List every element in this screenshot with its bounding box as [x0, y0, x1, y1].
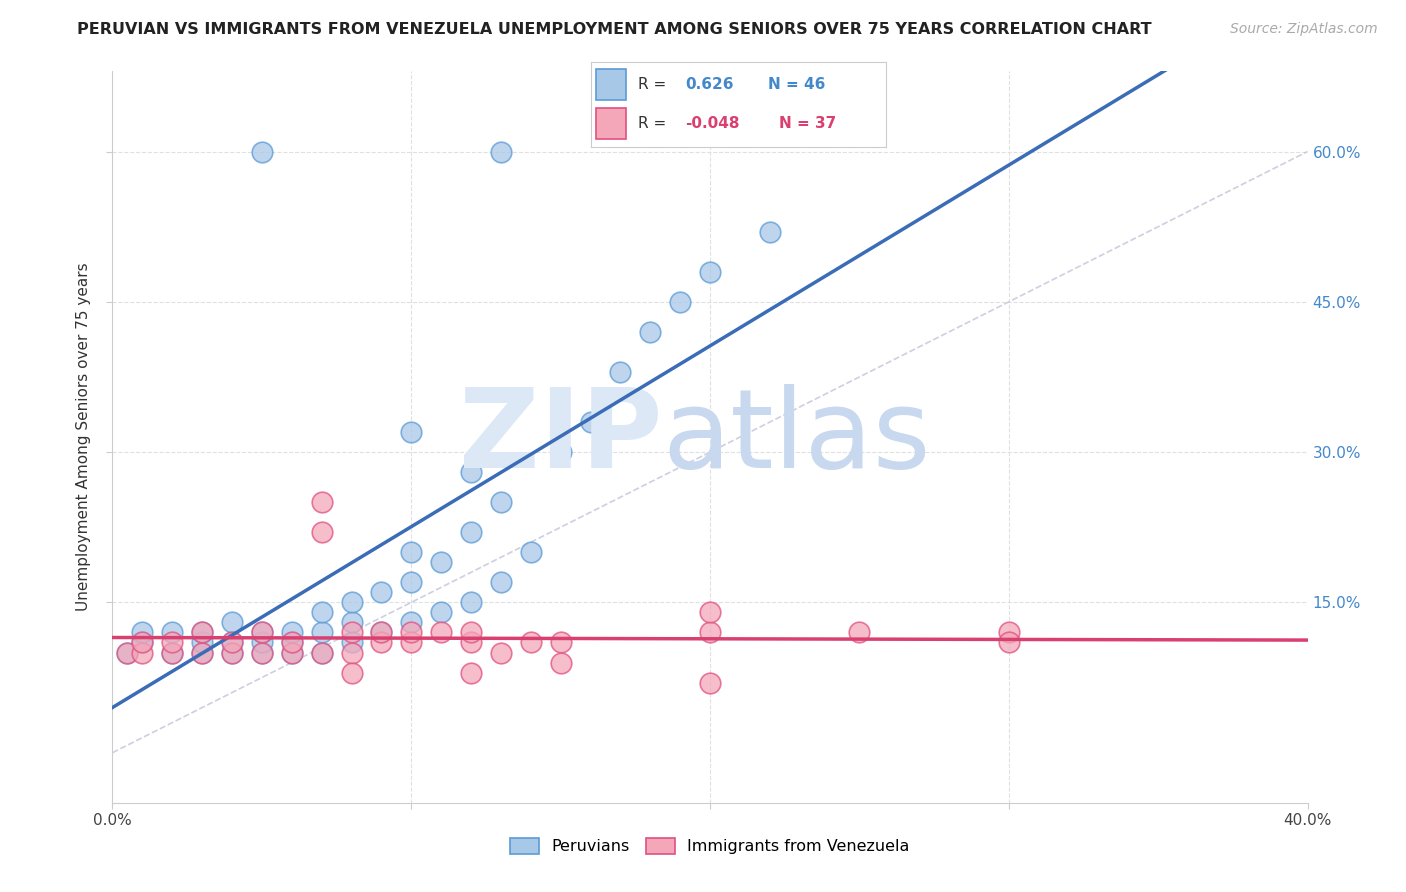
- Point: [221, 635, 243, 649]
- Point: [401, 575, 423, 590]
- Point: [460, 635, 482, 649]
- Point: [430, 555, 453, 569]
- Point: [221, 615, 243, 630]
- Point: [998, 625, 1021, 640]
- Text: atlas: atlas: [662, 384, 931, 491]
- Point: [460, 525, 482, 540]
- Text: R =: R =: [638, 77, 666, 92]
- Point: [340, 635, 363, 649]
- Point: [311, 495, 333, 509]
- Bar: [596, 108, 626, 139]
- Point: [281, 625, 304, 640]
- Point: [489, 575, 512, 590]
- Point: [430, 625, 453, 640]
- Point: [191, 646, 214, 660]
- Point: [311, 625, 333, 640]
- Point: [250, 646, 273, 660]
- Point: [340, 615, 363, 630]
- Legend: Peruvians, Immigrants from Venezuela: Peruvians, Immigrants from Venezuela: [503, 831, 917, 861]
- Point: [117, 646, 139, 660]
- Point: [401, 545, 423, 559]
- Point: [430, 606, 453, 620]
- Point: [669, 294, 692, 309]
- Point: [221, 646, 243, 660]
- Point: [281, 646, 304, 660]
- Point: [131, 635, 153, 649]
- Point: [460, 625, 482, 640]
- Point: [191, 635, 214, 649]
- Point: [489, 646, 512, 660]
- Point: [340, 625, 363, 640]
- Point: [340, 646, 363, 660]
- Point: [699, 606, 721, 620]
- Point: [221, 635, 243, 649]
- Y-axis label: Unemployment Among Seniors over 75 years: Unemployment Among Seniors over 75 years: [76, 263, 91, 611]
- Point: [699, 675, 721, 690]
- Text: R =: R =: [638, 116, 666, 131]
- Point: [460, 665, 482, 680]
- Point: [520, 635, 543, 649]
- Point: [191, 625, 214, 640]
- Point: [640, 325, 662, 339]
- Point: [131, 625, 153, 640]
- Point: [489, 145, 512, 159]
- Point: [250, 625, 273, 640]
- Point: [401, 625, 423, 640]
- Point: [460, 595, 482, 609]
- Text: 0.626: 0.626: [685, 77, 734, 92]
- Point: [460, 465, 482, 479]
- Point: [311, 646, 333, 660]
- Point: [311, 606, 333, 620]
- Point: [250, 625, 273, 640]
- Point: [191, 625, 214, 640]
- Text: N = 46: N = 46: [768, 77, 825, 92]
- Point: [340, 595, 363, 609]
- Point: [250, 646, 273, 660]
- Text: ZIP: ZIP: [458, 384, 662, 491]
- Point: [370, 585, 392, 599]
- Text: -0.048: -0.048: [685, 116, 740, 131]
- Point: [162, 646, 183, 660]
- Point: [191, 646, 214, 660]
- Point: [489, 495, 512, 509]
- Point: [401, 615, 423, 630]
- Point: [250, 635, 273, 649]
- Point: [609, 365, 631, 379]
- Text: PERUVIAN VS IMMIGRANTS FROM VENEZUELA UNEMPLOYMENT AMONG SENIORS OVER 75 YEARS C: PERUVIAN VS IMMIGRANTS FROM VENEZUELA UN…: [77, 22, 1152, 37]
- Point: [162, 646, 183, 660]
- Point: [370, 625, 392, 640]
- Point: [699, 265, 721, 279]
- Point: [131, 635, 153, 649]
- Point: [370, 635, 392, 649]
- Point: [311, 646, 333, 660]
- Point: [162, 635, 183, 649]
- Point: [162, 625, 183, 640]
- Point: [131, 646, 153, 660]
- Text: Source: ZipAtlas.com: Source: ZipAtlas.com: [1230, 22, 1378, 37]
- Point: [281, 635, 304, 649]
- Point: [250, 145, 273, 159]
- Point: [848, 625, 870, 640]
- Point: [401, 425, 423, 439]
- Point: [998, 635, 1021, 649]
- Point: [520, 545, 543, 559]
- Point: [117, 646, 139, 660]
- Point: [401, 635, 423, 649]
- Point: [550, 635, 572, 649]
- Point: [281, 635, 304, 649]
- Point: [550, 656, 572, 670]
- Point: [221, 646, 243, 660]
- Point: [311, 525, 333, 540]
- Point: [550, 445, 572, 459]
- Point: [699, 625, 721, 640]
- Point: [370, 625, 392, 640]
- Point: [579, 415, 602, 429]
- Point: [759, 225, 782, 239]
- Text: N = 37: N = 37: [779, 116, 837, 131]
- Bar: [596, 70, 626, 100]
- Point: [281, 646, 304, 660]
- Point: [340, 665, 363, 680]
